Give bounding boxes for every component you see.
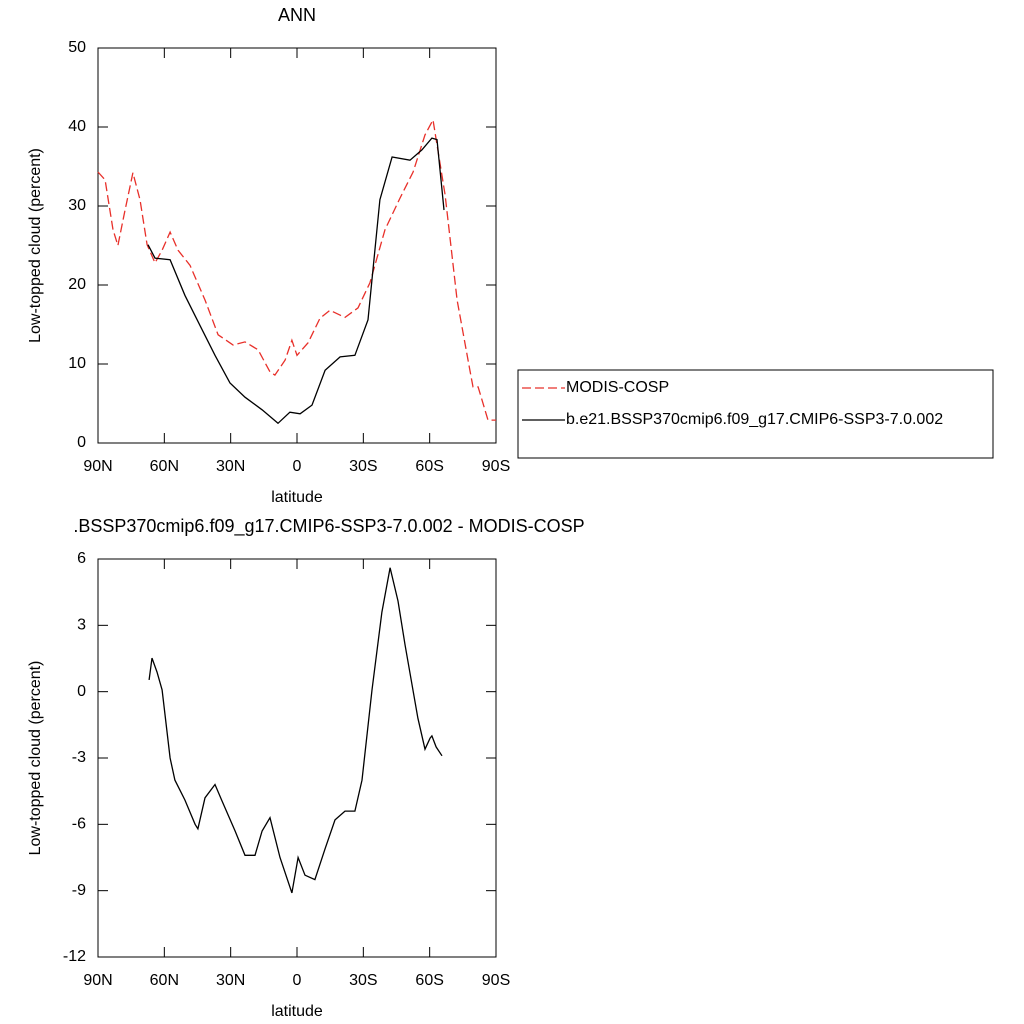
plot-frame: [97, 558, 497, 958]
x-tick-label: 0: [293, 458, 302, 475]
y-tick-label: 50: [68, 39, 86, 56]
legend-label: MODIS-COSP: [566, 379, 669, 396]
y-tick-label: 20: [68, 276, 86, 293]
x-tick-label: 60S: [415, 458, 443, 475]
y-tick-label: -3: [72, 749, 86, 766]
y-axis-label: Low-topped cloud (percent): [27, 148, 44, 343]
legend-label: b.e21.BSSP370cmip6.f09_g17.CMIP6-SSP3-7.…: [566, 411, 943, 428]
x-tick-label: 30S: [349, 458, 377, 475]
data-line: [148, 567, 443, 894]
x-tick-label: 90S: [482, 458, 510, 475]
x-tick-label: 60S: [415, 972, 443, 989]
x-axis-label: latitude: [271, 489, 323, 506]
data-line: [147, 137, 445, 425]
x-tick-label: 30N: [216, 458, 245, 475]
x-tick-label: 0: [293, 972, 302, 989]
y-tick-label: 10: [68, 355, 86, 372]
x-tick-label: 90S: [482, 972, 510, 989]
y-tick-label: -9: [72, 882, 86, 899]
x-tick-label: 60N: [150, 972, 179, 989]
x-tick-label: 30N: [216, 972, 245, 989]
y-tick-label: 30: [68, 197, 86, 214]
y-tick-label: -12: [63, 948, 86, 965]
y-tick-label: -6: [72, 816, 86, 833]
chart-title: .BSSP370cmip6.f09_g17.CMIP6-SSP3-7.0.002…: [73, 516, 584, 537]
x-tick-label: 60N: [150, 458, 179, 475]
x-tick-label: 30S: [349, 972, 377, 989]
plot-frame: [97, 47, 497, 444]
data-line: [97, 117, 496, 421]
y-axis-label: Low-topped cloud (percent): [27, 661, 44, 856]
y-tick-label: 6: [77, 550, 86, 567]
y-tick-label: 40: [68, 118, 86, 135]
x-tick-label: 90N: [83, 972, 112, 989]
x-axis-label: latitude: [271, 1003, 323, 1020]
y-tick-label: 3: [77, 617, 86, 634]
chart-title: ANN: [278, 5, 316, 25]
legend-box: [517, 369, 994, 459]
x-tick-label: 90N: [83, 458, 112, 475]
y-tick-label: 0: [77, 434, 86, 451]
y-tick-label: 0: [77, 683, 86, 700]
